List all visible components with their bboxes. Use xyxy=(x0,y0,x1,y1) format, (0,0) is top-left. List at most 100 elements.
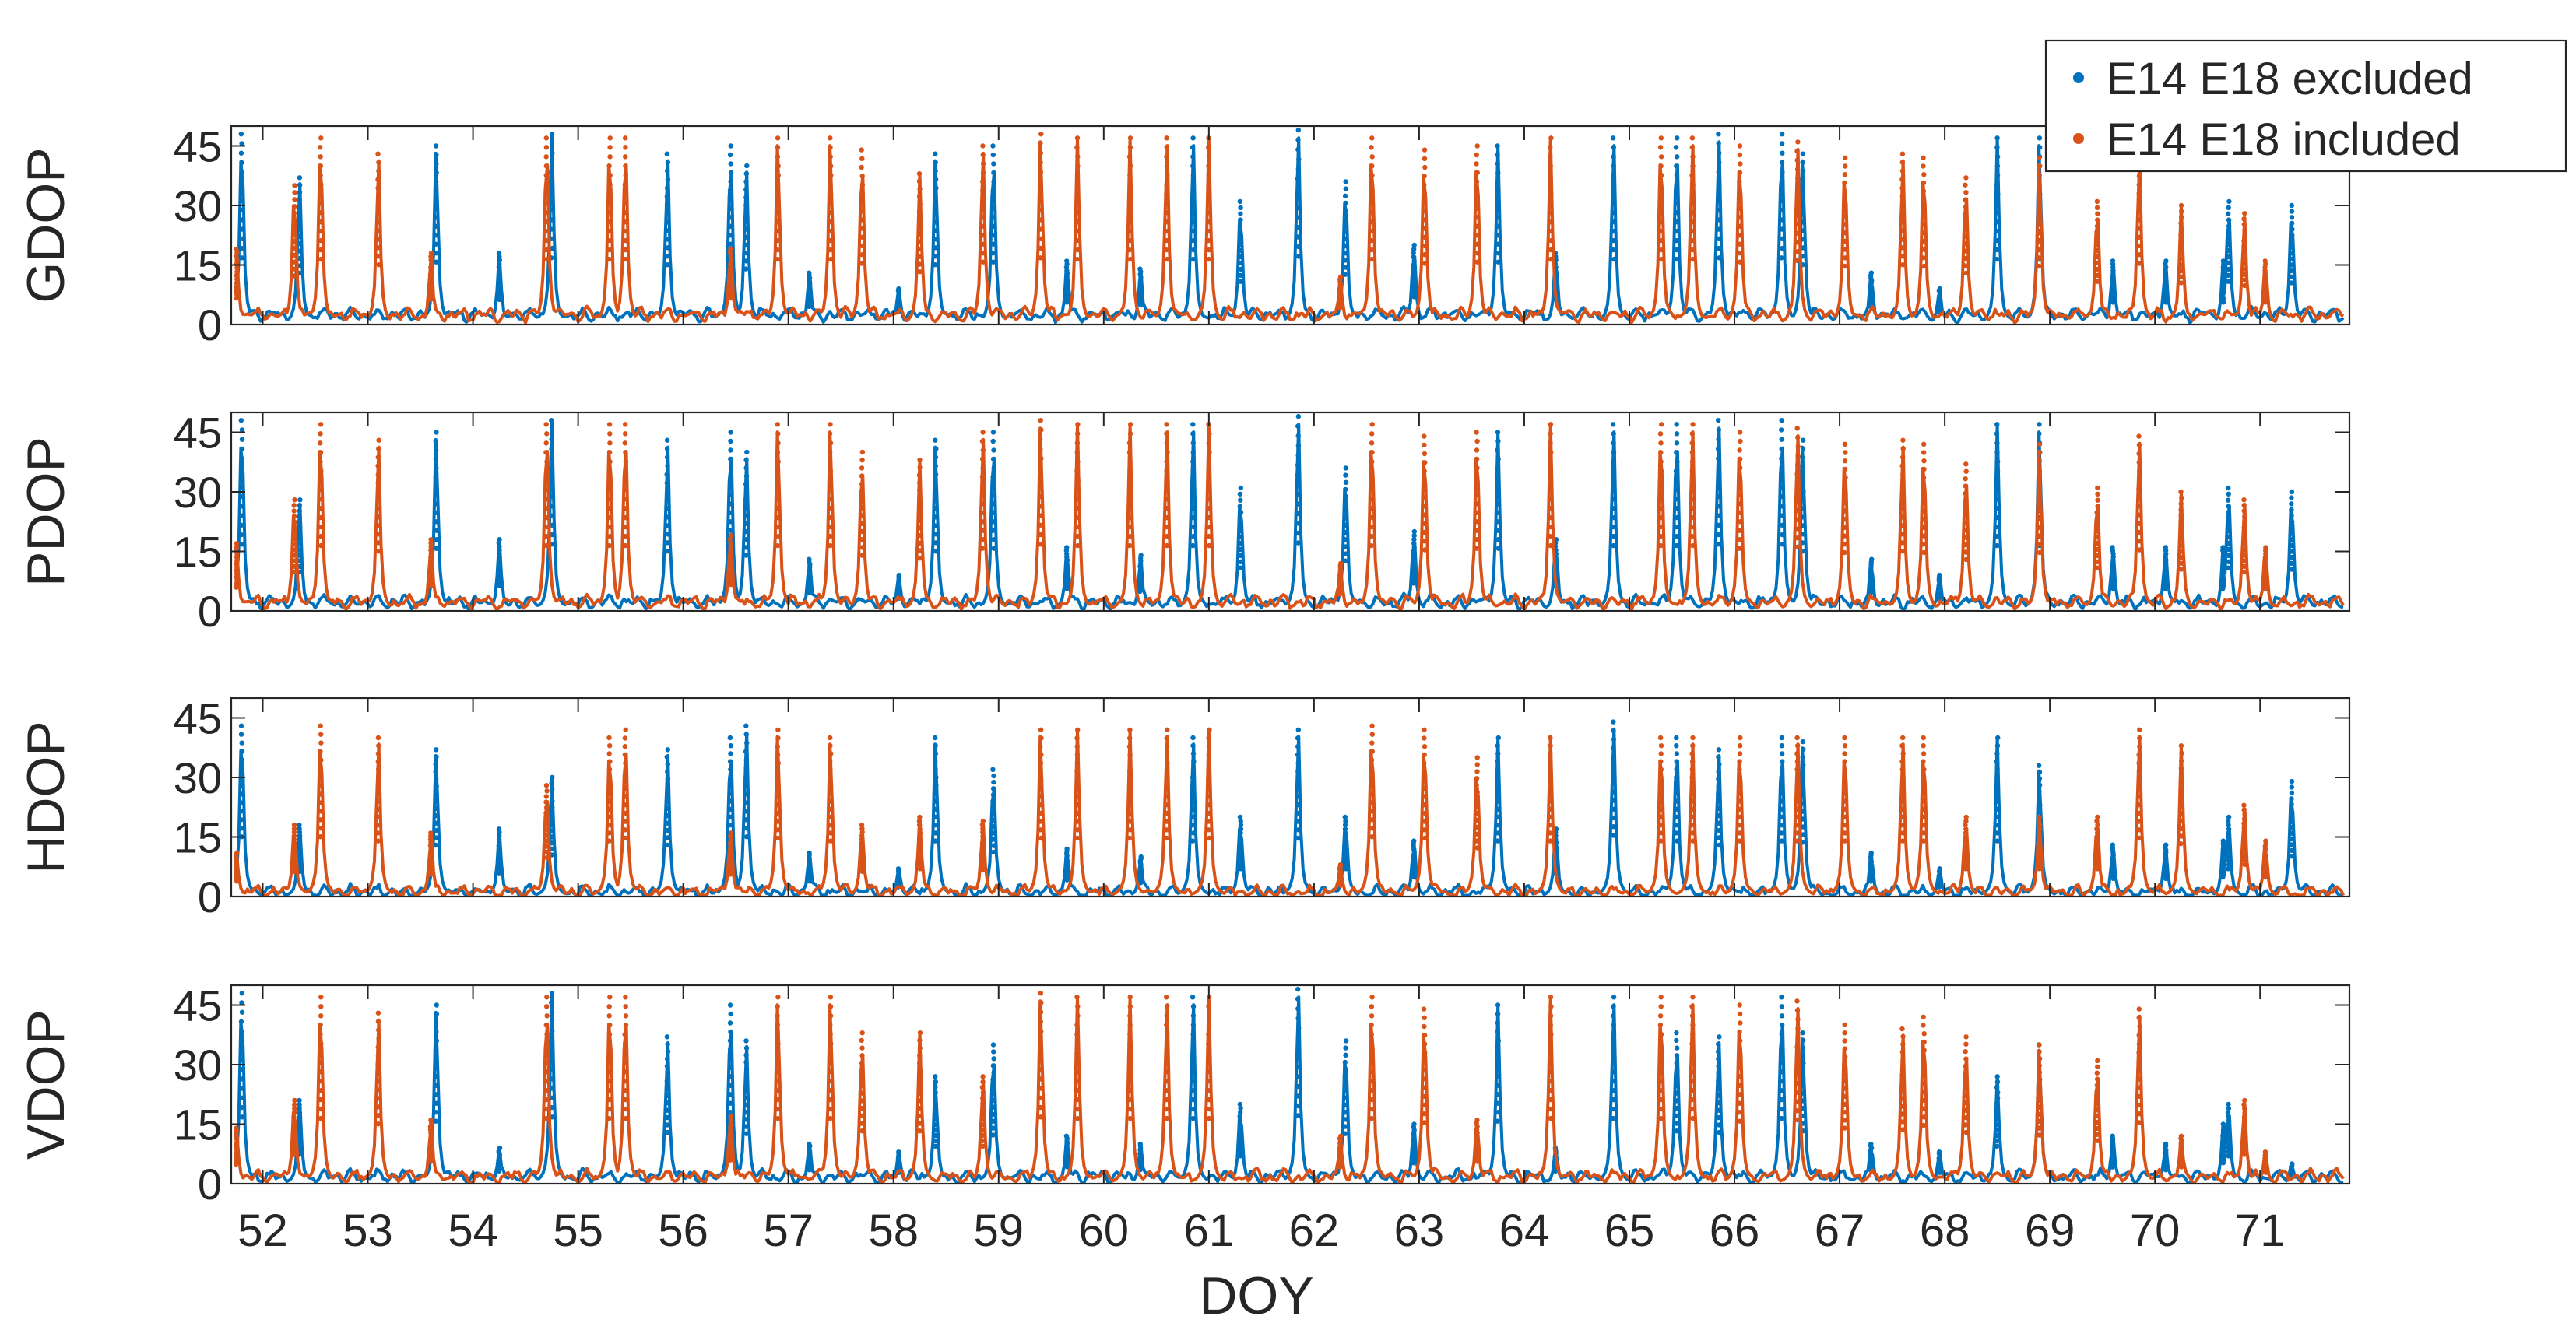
data-point xyxy=(1716,1063,1721,1069)
data-point xyxy=(2241,821,2247,826)
data-point xyxy=(2037,205,2043,211)
data-point xyxy=(1369,173,1375,178)
data-point xyxy=(1657,431,1664,437)
data-point xyxy=(1369,201,1376,206)
data-point xyxy=(775,173,781,178)
legend[interactable]: E14 E18 excluded E14 E18 included xyxy=(2044,39,2567,173)
data-point xyxy=(1165,450,1170,455)
data-point xyxy=(1127,431,1133,437)
data-point xyxy=(292,183,297,188)
data-point xyxy=(1127,1069,1133,1075)
legend-item-included[interactable]: E14 E18 included xyxy=(2073,114,2461,165)
data-point xyxy=(1658,783,1664,788)
data-point xyxy=(2094,266,2100,272)
data-point xyxy=(1295,195,1301,201)
data-point xyxy=(2136,521,2142,526)
data-point xyxy=(727,791,733,796)
data-point xyxy=(1963,854,1968,860)
data-point xyxy=(1295,1064,1301,1070)
data-point xyxy=(1963,498,1969,504)
data-point xyxy=(1422,1015,1427,1021)
data-point xyxy=(1495,438,1501,444)
data-point xyxy=(234,250,240,256)
data-point xyxy=(544,1004,550,1009)
data-point xyxy=(1779,735,1785,741)
data-point xyxy=(933,823,938,828)
data-point xyxy=(239,255,244,261)
data-point xyxy=(2226,217,2232,223)
data-point xyxy=(318,1088,324,1093)
data-point xyxy=(1495,430,1501,435)
data-point xyxy=(990,1083,996,1090)
data-point xyxy=(2037,458,2042,464)
data-point xyxy=(1190,783,1196,788)
data-point xyxy=(434,1092,439,1097)
data-point xyxy=(1342,823,1348,828)
data-point xyxy=(1343,265,1349,270)
data-point xyxy=(1658,743,1664,749)
data-point xyxy=(664,254,670,259)
data-point xyxy=(743,732,749,737)
data-point xyxy=(1921,1056,1926,1062)
data-point xyxy=(979,1084,986,1090)
data-point xyxy=(664,1034,670,1040)
data-point xyxy=(1737,830,1743,836)
data-point xyxy=(1206,769,1211,774)
data-point xyxy=(1900,1065,1906,1071)
data-point xyxy=(1795,249,1801,254)
data-point xyxy=(1689,450,1696,455)
data-point xyxy=(1474,831,1480,837)
data-point xyxy=(2290,531,2295,536)
data-point xyxy=(1207,542,1212,549)
data-point xyxy=(1548,743,1553,749)
data-point xyxy=(1075,154,1081,160)
data-point xyxy=(297,226,303,232)
data-point xyxy=(1842,180,1847,186)
data-point xyxy=(665,791,670,797)
y-axis-label-pdop: PDOP xyxy=(16,437,76,587)
data-point xyxy=(1995,735,2001,741)
data-point xyxy=(1237,223,1243,229)
data-point xyxy=(1779,437,1784,442)
data-point xyxy=(544,827,550,833)
data-point xyxy=(1295,185,1302,191)
data-point xyxy=(743,234,750,240)
data-point xyxy=(1074,533,1081,539)
data-point xyxy=(607,791,613,796)
data-point xyxy=(1422,512,1427,518)
legend-item-excluded[interactable]: E14 E18 excluded xyxy=(2073,54,2473,104)
data-point xyxy=(1495,1118,1500,1124)
data-point xyxy=(1411,270,1417,275)
data-point xyxy=(979,474,986,480)
data-point xyxy=(1842,1093,1848,1100)
data-point xyxy=(2241,825,2247,831)
data-point xyxy=(980,492,986,497)
data-point xyxy=(990,1076,996,1083)
data-point xyxy=(1921,1106,1927,1111)
data-point xyxy=(1190,497,1196,502)
data-point xyxy=(434,835,439,840)
data-point xyxy=(1963,263,1968,268)
data-point xyxy=(1190,135,1196,141)
data-point xyxy=(1548,459,1553,465)
data-point xyxy=(1206,1060,1211,1065)
y-tick-label: 45 xyxy=(174,409,222,458)
data-point xyxy=(1164,145,1169,150)
data-point xyxy=(990,259,996,265)
legend-label: E14 E18 excluded xyxy=(2107,54,2473,104)
data-point xyxy=(297,503,302,508)
data-point xyxy=(2037,450,2043,455)
data-point xyxy=(623,154,628,160)
data-point xyxy=(1899,767,1905,772)
data-point xyxy=(606,806,613,812)
data-point xyxy=(980,833,986,839)
data-point xyxy=(433,501,438,507)
x-tick-label: 70 xyxy=(2130,1205,2181,1256)
data-point xyxy=(1716,813,1721,819)
data-point xyxy=(239,740,244,746)
data-point xyxy=(2036,172,2042,177)
legend-marker xyxy=(2073,72,2084,83)
data-point xyxy=(1206,819,1211,824)
data-point xyxy=(497,580,502,585)
